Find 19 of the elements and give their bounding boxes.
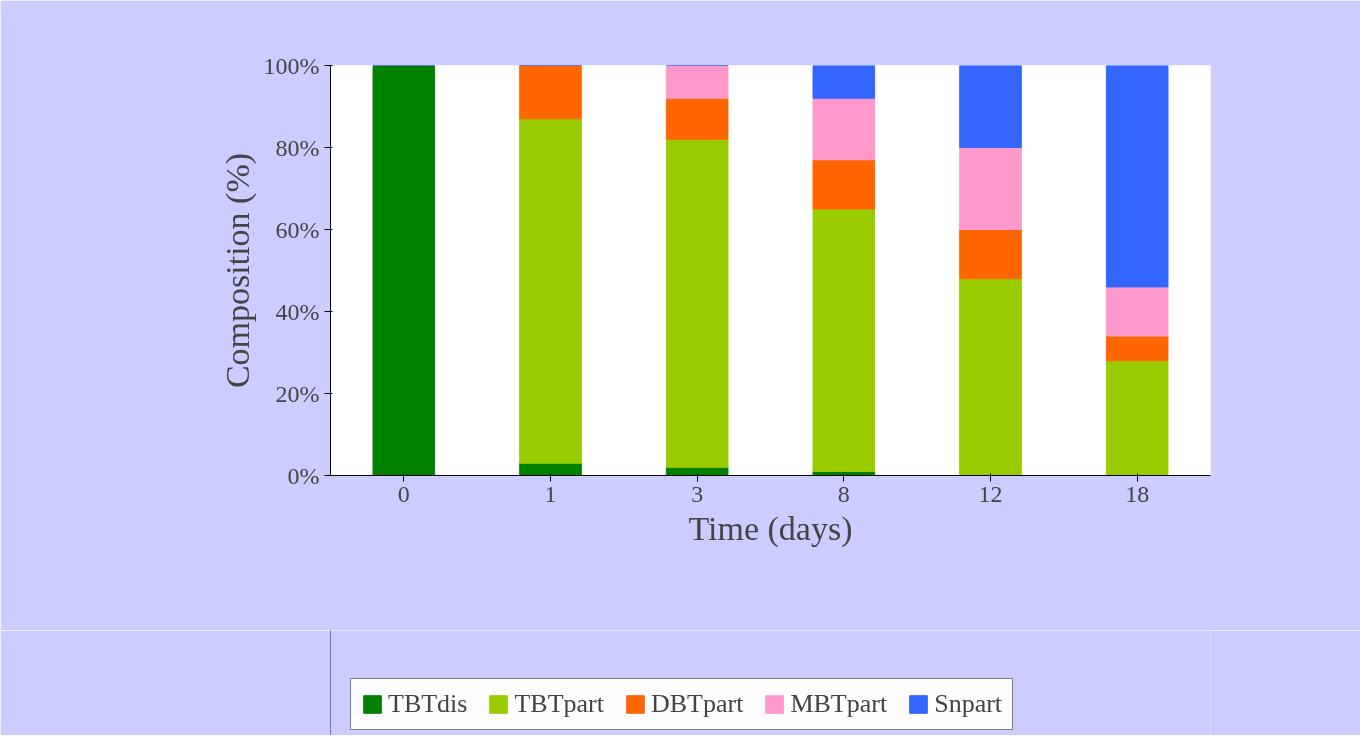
y-tick-label: 20%	[275, 380, 320, 407]
x-tick-label: 0	[397, 480, 410, 507]
legend-label: TBTdis	[388, 689, 468, 719]
x-tick-label: 18	[1125, 480, 1150, 507]
y-tick-label: 100%	[263, 52, 320, 79]
x-tick-label: 12	[978, 480, 1003, 507]
x-tick-label: 3	[691, 480, 704, 507]
y-tick-label: 60%	[275, 216, 320, 243]
y-tick-label: 40%	[275, 298, 320, 325]
x-tick-label: 8	[837, 480, 850, 507]
legend-label: DBTpart	[650, 689, 744, 719]
y-tick-label: 0%	[287, 462, 320, 489]
x-tick-label: 1	[544, 480, 557, 507]
y-tick-label: 80%	[275, 134, 320, 161]
y-axis-title: Composition (%)	[218, 152, 257, 389]
legend-label: MBTpart	[790, 689, 888, 719]
legend-label: Snpart	[934, 689, 1003, 719]
legend-label: TBTpart	[514, 689, 604, 719]
x-axis-title: Time (days)	[688, 509, 853, 548]
